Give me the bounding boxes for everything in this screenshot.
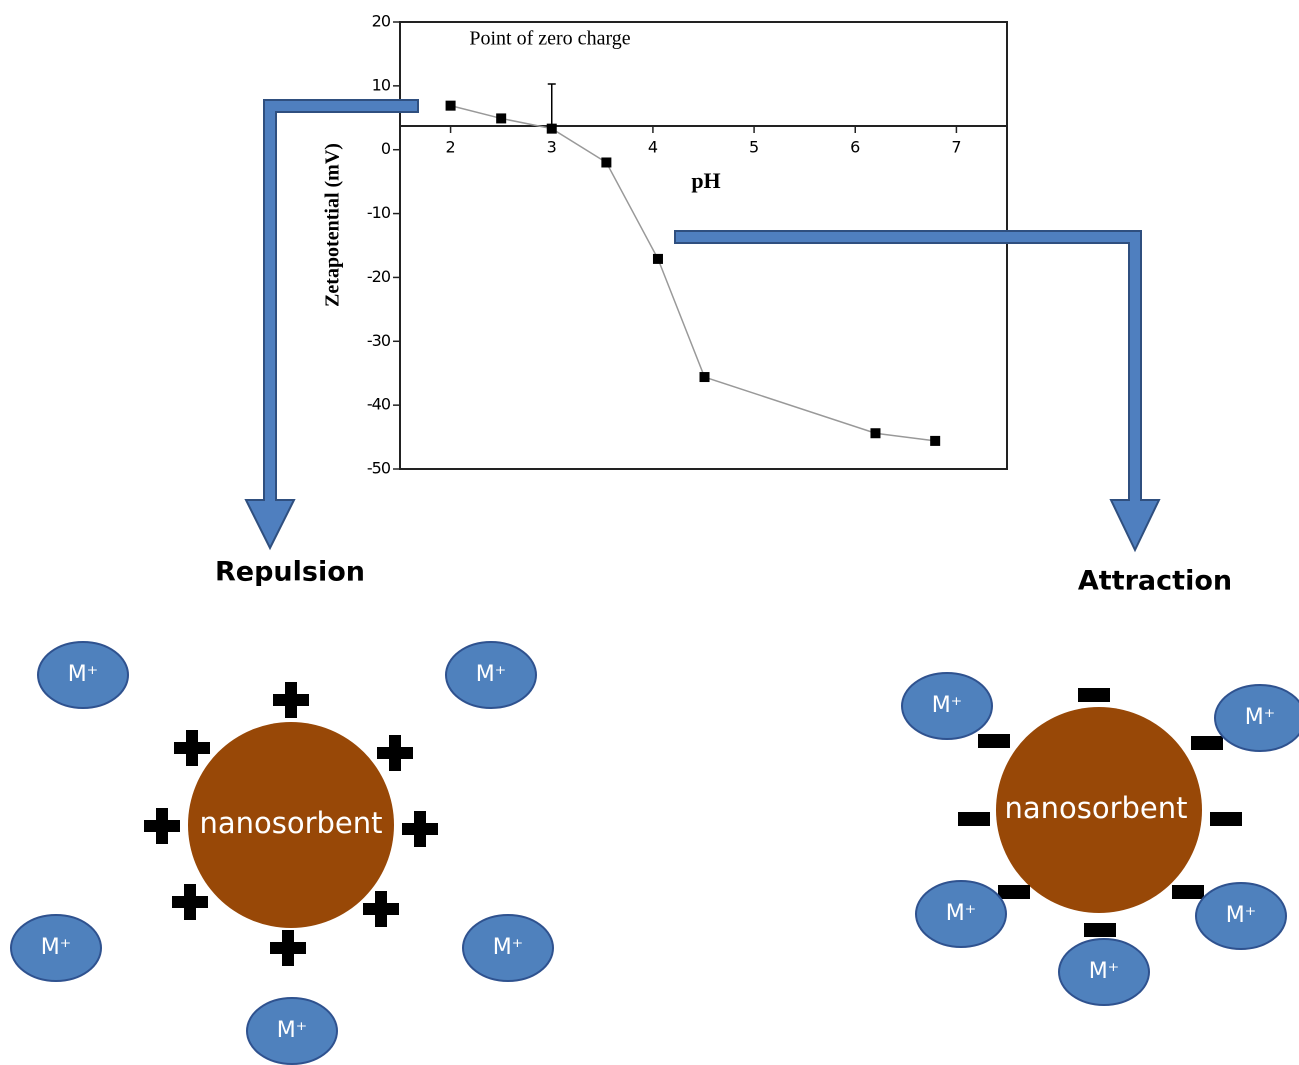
ion-label: M⁺ bbox=[1226, 903, 1257, 928]
positive-charge bbox=[377, 735, 413, 771]
y-tick-label: 20 bbox=[372, 12, 391, 31]
x-tick-label: 7 bbox=[951, 138, 961, 157]
y-tick-label: -20 bbox=[367, 267, 391, 286]
positive-charge bbox=[172, 884, 208, 920]
data-point bbox=[446, 101, 456, 111]
data-point bbox=[653, 254, 663, 264]
data-point bbox=[870, 428, 880, 438]
y-tick-label: -40 bbox=[367, 395, 391, 414]
negative-charge bbox=[998, 885, 1030, 899]
ion-label: M⁺ bbox=[1245, 705, 1276, 730]
positive-charge bbox=[363, 891, 399, 927]
y-tick-label: -10 bbox=[367, 203, 391, 222]
particle-label: nanosorbent bbox=[1004, 791, 1187, 825]
positive-charge bbox=[270, 930, 306, 966]
ion-label: M⁺ bbox=[277, 1018, 308, 1043]
positive-charge bbox=[174, 730, 210, 766]
data-point bbox=[496, 113, 506, 123]
data-point bbox=[930, 436, 940, 446]
error-bar bbox=[548, 84, 556, 129]
negative-charge bbox=[1210, 812, 1242, 826]
ion-label: M⁺ bbox=[1089, 959, 1120, 984]
y-tick-label: 0 bbox=[381, 139, 391, 158]
positive-charge bbox=[144, 808, 180, 844]
x-axis-label: pH bbox=[691, 168, 720, 193]
x-tick-label: 2 bbox=[445, 138, 455, 157]
data-point bbox=[700, 372, 710, 382]
ion-label: M⁺ bbox=[41, 935, 72, 960]
y-tick-label: -30 bbox=[367, 331, 391, 350]
y-tick-label: -50 bbox=[367, 459, 391, 478]
ion-label: M⁺ bbox=[68, 662, 99, 687]
negative-charge bbox=[1084, 923, 1116, 937]
attraction-label: Attraction bbox=[1078, 566, 1232, 597]
data-point bbox=[601, 157, 611, 167]
x-tick-label: 3 bbox=[547, 138, 557, 157]
data-line bbox=[451, 106, 936, 441]
ion-label: M⁺ bbox=[946, 901, 977, 926]
y-axis-label: Zetapotential (mV) bbox=[322, 143, 344, 307]
positive-charge bbox=[402, 811, 438, 847]
particle-label: nanosorbent bbox=[199, 806, 382, 840]
data-point bbox=[547, 124, 557, 134]
ion-label: M⁺ bbox=[493, 935, 524, 960]
figure: Point of zero charge pH Zetapotential (m… bbox=[0, 0, 1299, 1065]
x-tick-label: 6 bbox=[850, 138, 860, 157]
ion-label: M⁺ bbox=[932, 693, 963, 718]
plot-frame bbox=[400, 22, 1007, 469]
negative-charge bbox=[978, 734, 1010, 748]
y-tick-label: 10 bbox=[372, 75, 391, 94]
negative-charge bbox=[958, 812, 990, 826]
ion-label: M⁺ bbox=[476, 662, 507, 687]
negative-charge bbox=[1191, 736, 1223, 750]
negative-charge bbox=[1172, 885, 1204, 899]
annotation: Point of zero charge bbox=[469, 28, 630, 50]
x-tick-label: 5 bbox=[749, 138, 759, 157]
x-tick-label: 4 bbox=[648, 138, 658, 157]
repulsion-label: Repulsion bbox=[215, 557, 365, 588]
negative-charge bbox=[1078, 688, 1110, 702]
positive-charge bbox=[273, 682, 309, 718]
